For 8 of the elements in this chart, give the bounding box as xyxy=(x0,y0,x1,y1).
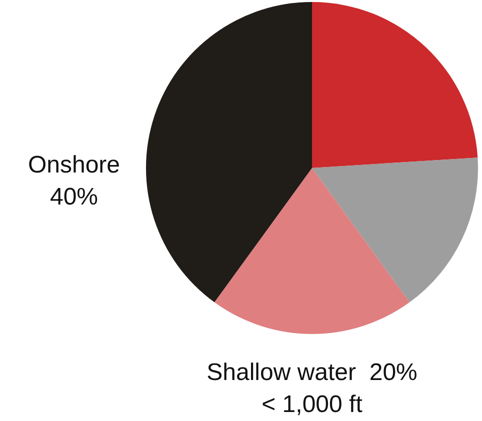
slice-label: Onshore xyxy=(28,152,120,179)
data-label: 40% xyxy=(50,184,98,211)
text: < 1,000 ft xyxy=(262,391,363,418)
pie-slice xyxy=(312,2,478,168)
pie-slice xyxy=(312,158,478,302)
pie-slice xyxy=(146,2,312,302)
pie-slice xyxy=(214,168,410,334)
slice-label: Shallow water 20% xyxy=(206,359,418,386)
